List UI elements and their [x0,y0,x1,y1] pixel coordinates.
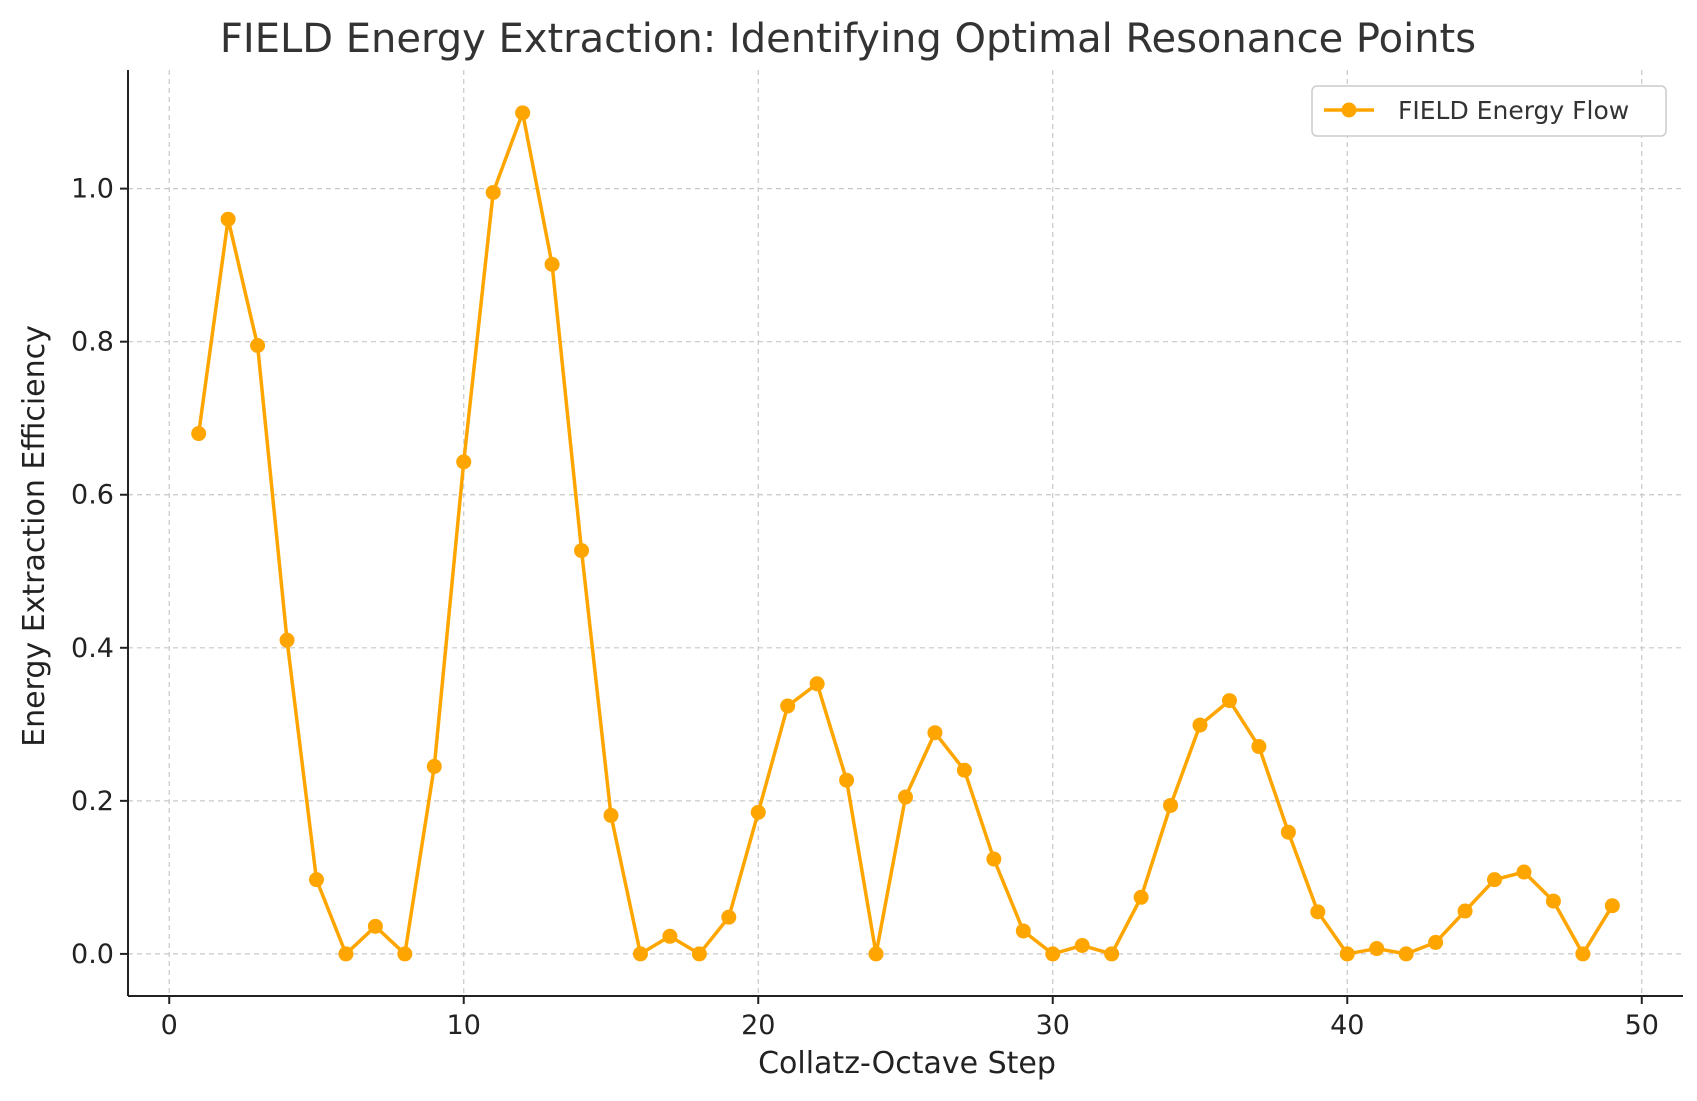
data-point [1369,941,1385,957]
data-point [1457,903,1473,919]
data-point [839,772,855,788]
data-point [308,872,324,888]
legend-label: FIELD Energy Flow [1398,96,1629,125]
series-layer [191,105,1620,962]
data-point [485,184,501,200]
data-point [1575,946,1591,962]
data-point [868,946,884,962]
series-line [196,111,1614,956]
data-point [515,105,531,121]
data-point [809,676,825,692]
x-axis-ticks: 0 10 20 30 40 50 [161,996,1659,1041]
data-point [898,789,913,805]
data-point [956,762,972,778]
data-point [1015,923,1031,939]
data-point [632,946,648,962]
y-axis-ticks: 0.0 0.2 0.4 0.6 0.8 1.0 [71,174,128,970]
legend-box [1311,85,1667,137]
y-tick-label: 0.8 [71,327,114,358]
data-point [250,338,266,354]
data-point [603,807,619,823]
data-point [1310,904,1326,920]
y-tick-label: 0.2 [71,786,114,817]
data-point [1074,937,1090,953]
x-tick-label: 50 [1625,1010,1659,1041]
data-point [1251,739,1267,755]
data-point [1545,893,1561,909]
data-point [1163,797,1179,813]
data-point [456,454,472,470]
x-tick-label: 0 [161,1010,178,1041]
data-point [397,946,413,962]
x-tick-label: 40 [1330,1010,1364,1041]
data-point [662,928,678,944]
y-tick-label: 0.4 [71,633,114,664]
data-point [544,256,560,272]
legend: FIELD Energy Flow [1311,85,1667,137]
data-point [1221,693,1237,709]
data-point [780,698,796,714]
data-point [1280,824,1296,840]
data-point [721,909,737,925]
data-point [426,758,442,774]
y-tick-label: 0.6 [71,480,114,511]
data-point [1133,889,1149,905]
data-point [1604,898,1620,914]
data-point [279,632,295,648]
data-point [1428,934,1444,950]
data-point [750,804,766,820]
data-point [1104,946,1120,962]
x-tick-label: 10 [447,1010,481,1041]
y-tick-label: 0.0 [71,939,114,970]
x-tick-label: 20 [741,1010,775,1041]
data-point [1487,872,1503,888]
y-tick-label: 1.0 [71,174,114,205]
grid-layer [128,70,1683,996]
y-axis-label: Energy Extraction Efficiency [17,325,52,747]
data-point [1045,946,1061,962]
x-tick-label: 30 [1036,1010,1070,1041]
data-point [691,946,707,962]
data-point [927,725,943,741]
data-point [986,851,1002,867]
data-point [1398,946,1414,962]
legend-marker [1341,102,1357,118]
data-point [1339,946,1355,962]
data-point [367,918,383,934]
axes-spines [127,70,1683,997]
chart-title: FIELD Energy Extraction: Identifying Opt… [220,16,1476,62]
data-point [574,543,590,559]
data-point [1192,717,1208,733]
data-point [191,426,207,442]
data-point [220,211,236,227]
data-point [338,946,354,962]
data-point [1516,864,1532,880]
x-axis-label: Collatz-Octave Step [758,1046,1056,1081]
